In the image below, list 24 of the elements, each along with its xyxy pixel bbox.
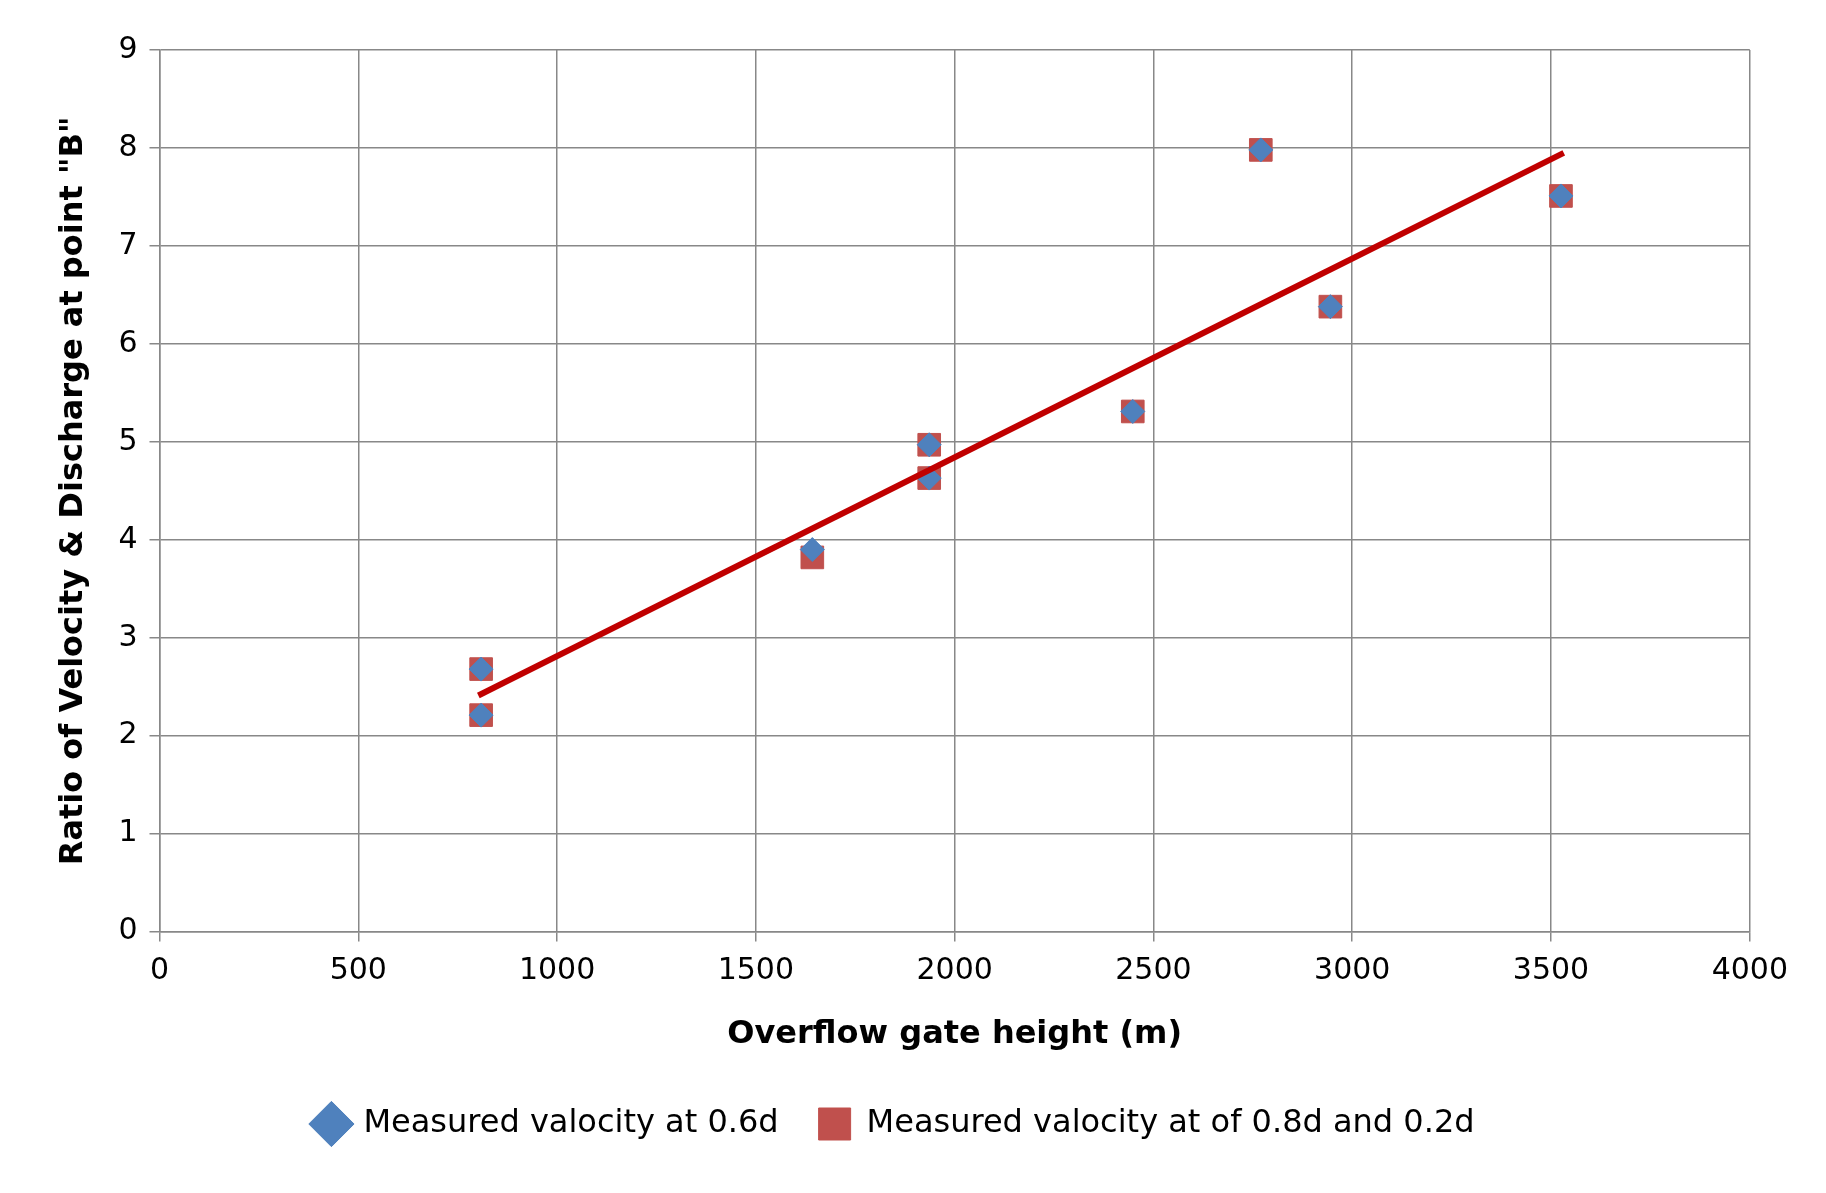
x-tick-label: 4000 — [1711, 951, 1789, 987]
legend-label: Measured valocity at of 0.8d and 0.2d — [866, 1102, 1475, 1141]
y-tick-label: 2 — [118, 715, 138, 751]
x-tick-label: 2500 — [1115, 951, 1192, 987]
x-tick-label: 1000 — [518, 951, 596, 987]
y-tick-label: 0 — [118, 911, 138, 947]
x-tick-label: 3000 — [1314, 951, 1391, 987]
y-tick-label: 9 — [118, 29, 138, 65]
x-axis-title: Overflow gate height (m) — [727, 1013, 1183, 1052]
y-tick-label: 3 — [118, 617, 138, 653]
x-tick-label: 1500 — [717, 951, 795, 987]
y-tick-label: 5 — [118, 421, 138, 457]
y-tick-label: 6 — [118, 323, 138, 359]
x-tick-label: 500 — [329, 951, 387, 987]
y-tick-label: 1 — [118, 813, 138, 849]
x-tick-label: 3500 — [1512, 951, 1590, 987]
x-tick-label: 2000 — [916, 951, 993, 987]
x-tick-label: 0 — [149, 951, 170, 987]
point — [799, 537, 825, 563]
y-tick-label: 4 — [118, 519, 138, 555]
y-axis-title: Ratio of Velocity & Discharge at point "B" — [51, 116, 90, 866]
y-tick-label: 8 — [118, 127, 138, 163]
y-tick-label: 7 — [118, 225, 138, 261]
legend-label: Measured valocity at 0.6d — [363, 1102, 779, 1141]
